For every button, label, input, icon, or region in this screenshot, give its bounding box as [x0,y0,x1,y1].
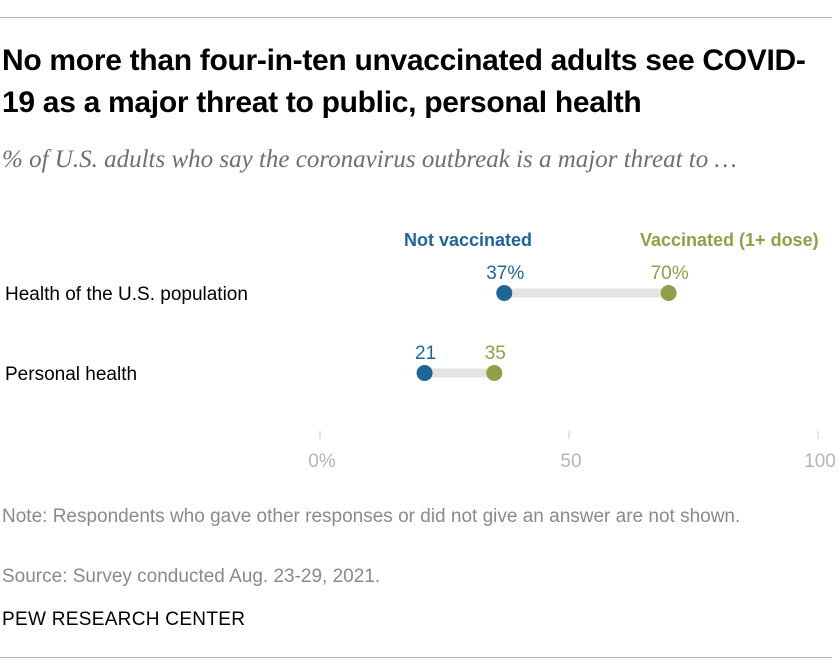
dot-vaccinated [660,285,677,301]
dot-vaccinated [486,365,503,381]
dot-not-vaccinated [416,365,433,381]
chart-source: Source: Survey conducted Aug. 23-29, 202… [2,566,381,587]
data-label-vaccinated: 70% [651,263,689,284]
category-label: Personal health [5,364,137,385]
data-label-not-vaccinated: 37% [486,263,524,284]
x-tick-label: 0% [308,451,336,472]
bottom-rule [0,657,832,658]
top-rule [0,17,832,18]
data-label-not-vaccinated: 21 [415,343,436,364]
chart-note: Note: Respondents who gave other respons… [2,506,741,527]
dot-plot: Not vaccinated Vaccinated (1+ dose) Health… [5,230,836,472]
legend-not-vaccinated: Not vaccinated [404,230,532,250]
x-tick-label: 100 [804,451,836,472]
x-tick-label: 50 [560,451,581,472]
chart-subtitle: % of U.S. adults who say the coronavirus… [2,146,737,173]
data-label-vaccinated: 35 [485,343,506,364]
legend-vaccinated: Vaccinated (1+ dose) [640,230,819,250]
footer-brand: PEW RESEARCH CENTER [2,609,246,630]
category-label: Health of the U.S. population [5,284,248,305]
chart-title: No more than four-in-ten unvaccinated ad… [2,44,806,119]
dot-not-vaccinated [496,285,513,301]
